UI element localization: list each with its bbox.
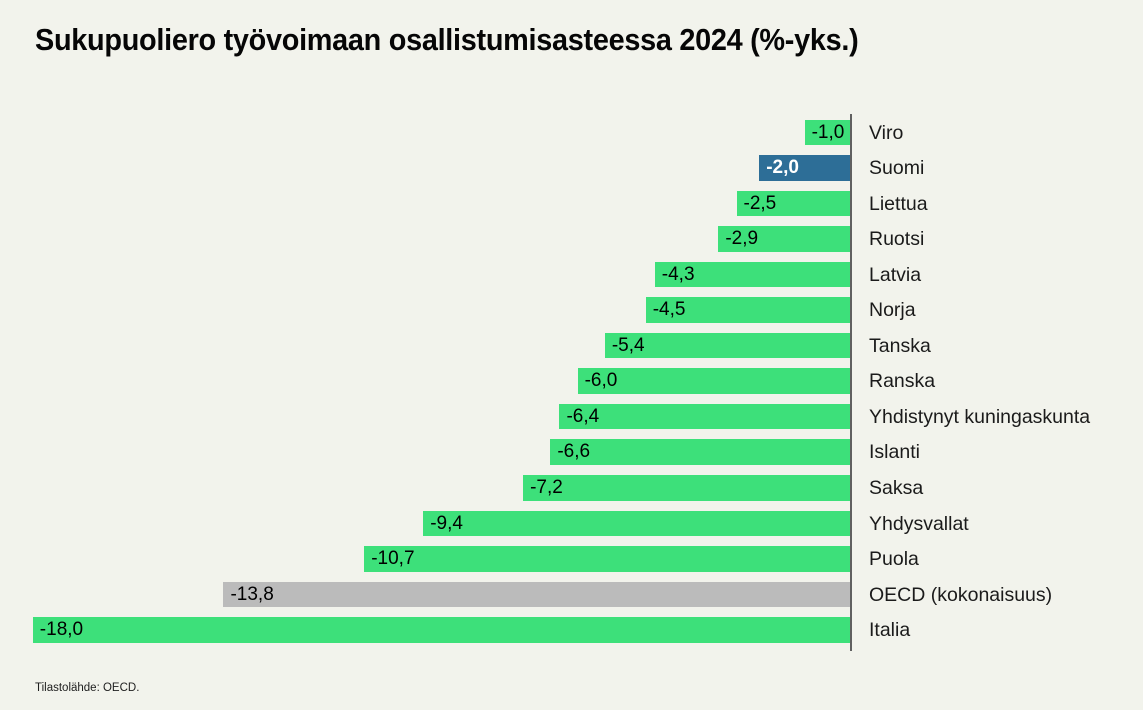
- category-label: Liettua: [869, 192, 928, 215]
- category-label: Norja: [869, 299, 916, 322]
- category-label: OECD (kokonaisuus): [869, 583, 1053, 606]
- category-label: Viro: [869, 121, 904, 144]
- axis-baseline: [850, 114, 852, 651]
- value-label: -2,0: [766, 157, 799, 179]
- bar-saksa: -7,2: [523, 475, 850, 501]
- category-label: Saksa: [869, 477, 924, 499]
- category-label: Latvia: [869, 263, 922, 286]
- bar-suomi: -2,0: [759, 155, 850, 181]
- bar-oecd-kokonaisuus-: -13,8: [223, 581, 850, 608]
- value-label: -18,0: [39, 619, 84, 641]
- bar-viro: -1,0: [804, 119, 850, 145]
- bar-norja: -4,5: [645, 297, 850, 323]
- bar-ruotsi: -2,9: [718, 226, 850, 252]
- bar-tanska: -5,4: [604, 332, 850, 359]
- bar-italia: -18,0: [32, 617, 850, 643]
- category-label: Puola: [869, 548, 919, 571]
- chart-title: Sukupuoliero työvoimaan osallistumisaste…: [35, 22, 859, 57]
- bar-puola: -10,7: [364, 546, 850, 572]
- value-label: -9,4: [430, 512, 463, 534]
- bar-yhdistynyt-kuningaskunta: -6,4: [559, 403, 850, 430]
- value-label: -5,4: [611, 334, 645, 356]
- category-label: Ranska: [869, 370, 936, 393]
- category-label: Tanska: [869, 334, 931, 357]
- bar-yhdysvallat: -9,4: [423, 510, 850, 537]
- category-label: Islanti: [869, 441, 920, 464]
- value-label: -1,0: [811, 121, 845, 143]
- bar-latvia: -4,3: [654, 261, 850, 288]
- value-label: -7,2: [530, 477, 563, 498]
- value-label: -6,6: [557, 441, 591, 463]
- value-label: -2,9: [725, 228, 759, 250]
- value-label: -2,5: [743, 192, 777, 214]
- source-note: Tilastolähde: OECD.: [35, 682, 140, 694]
- bar-islanti: -6,6: [550, 439, 850, 465]
- value-label: -4,3: [661, 263, 695, 285]
- category-label: Italia: [869, 619, 911, 642]
- value-label: -4,5: [652, 299, 686, 321]
- value-label: -10,7: [371, 548, 415, 570]
- value-label: -6,0: [584, 370, 618, 392]
- value-label: -13,8: [230, 583, 274, 605]
- category-label: Yhdistynyt kuningaskunta: [869, 405, 1091, 428]
- category-label: Yhdysvallat: [869, 512, 969, 535]
- bar-liettua: -2,5: [736, 190, 850, 217]
- bar-ranska: -6,0: [577, 368, 850, 394]
- category-label: Ruotsi: [869, 228, 925, 251]
- category-label: Suomi: [869, 157, 925, 180]
- value-label: -6,4: [566, 405, 600, 427]
